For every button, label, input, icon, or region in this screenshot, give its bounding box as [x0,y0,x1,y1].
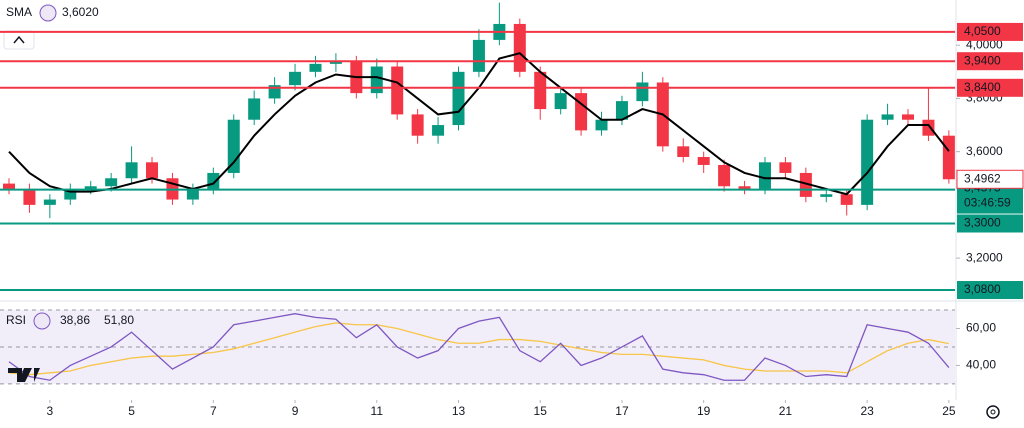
candle-body [289,71,302,86]
candle-body [534,71,547,110]
candle-body [105,178,118,187]
candle-body [902,114,915,120]
candle-body [23,188,36,205]
x-tick-label: 13 [452,404,466,418]
candle-body [820,194,833,197]
y-tick-label: 60,00 [966,321,996,335]
level-label-box [957,78,1023,97]
candle-body [697,156,710,165]
x-tick-label: 11 [371,404,384,418]
candle-body [677,146,690,157]
x-tick-label: 7 [210,404,217,418]
level-label: 3,9400 [964,53,1001,67]
candle-body [391,66,404,115]
candle-body [207,172,220,189]
x-tick-label: 5 [128,404,135,418]
y-tick-label: 40,00 [966,358,996,372]
level-label: 3,8400 [964,80,1001,94]
candle-body [922,119,935,136]
candle-body [615,101,628,120]
last-price-label: 3,4962 [964,171,1001,185]
candle-body [472,39,485,72]
y-tick-label: 3,6000 [966,144,1003,158]
legend-value: 3,6020 [62,5,99,19]
candle-body [861,119,874,205]
x-tick-label: 19 [697,404,711,418]
rsi-legend-value: 38,86 [60,313,90,327]
candle-body [248,98,261,120]
candle-body [513,23,526,72]
candle-body [43,199,56,205]
candle-body [799,172,812,197]
overlay: SMA 3,60204,00003,80003,60003,20004,05003… [0,2,1024,418]
candle-body [840,194,853,205]
settings-icon [990,409,996,415]
rsi-line [8,313,950,381]
candle-body [779,162,792,173]
candle-body [329,61,342,64]
level-label-box [957,214,1023,233]
legend-name: SMA [6,5,32,19]
candle-body [309,63,322,72]
level-label: 4,0500 [964,24,1001,38]
logo [8,368,40,382]
candle-body [64,188,77,200]
legend-icon [39,4,57,22]
last-price-box [956,169,1024,189]
x-tick-label: 21 [779,404,793,418]
candle-body [881,114,894,120]
candle-body [411,114,424,136]
candle-body [146,162,159,179]
legend-icon [33,312,51,330]
x-tick-label: 3 [47,404,54,418]
candle-body [186,188,199,200]
collapse-button[interactable] [3,30,35,50]
level-label: 3,0800 [964,282,1001,296]
candle-body [595,119,608,131]
x-tick-label: 15 [534,404,548,418]
candle-body [432,125,445,136]
candle-body [370,66,383,94]
candle-body [636,82,649,102]
x-tick-label: 9 [292,404,299,418]
candle-body [718,164,731,187]
candle-body [758,162,771,189]
x-tick-label: 25 [942,404,956,418]
rsi-line [8,322,949,376]
level-label: 3,3000 [964,216,1001,230]
candle-body [125,162,138,179]
candle-body [84,186,97,189]
settings-button[interactable] [986,405,1000,419]
x-tick-label: 17 [615,404,629,418]
x-tick-label: 23 [860,404,874,418]
candle-body [942,135,955,180]
candle-body [554,93,567,110]
countdown: 03:46:59 [964,196,1011,210]
rsi-legend-value: 51,80 [104,313,134,327]
candle-body [2,183,15,189]
candle-body [227,119,240,173]
rsi-title: RSI [6,313,26,327]
collapse-icon [13,35,25,44]
level-label-box [957,52,1023,71]
candle-body [738,186,751,189]
candle-body [452,71,465,126]
candle-body [575,93,588,131]
level-label-box [957,22,1023,41]
y-tick-label: 3,2000 [966,250,1003,264]
level-label-box [957,281,1023,300]
